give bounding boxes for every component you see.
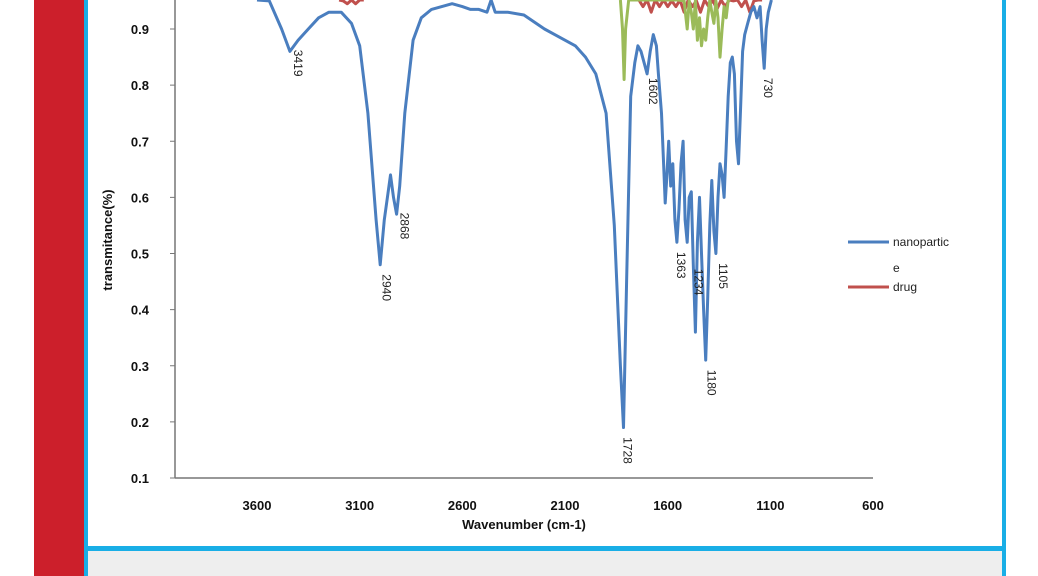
peak-label: 1180 [705, 370, 719, 396]
x-tick-labels: 3600 3100 2600 2100 1600 1100 600 [243, 498, 884, 513]
x-axis-title: Wavenumber (cm-1) [462, 517, 586, 532]
legend-label-nanoparticle-wrap: e [893, 261, 900, 275]
figure-caption-divider [84, 546, 1006, 551]
x-tick-label: 1600 [653, 498, 682, 513]
legend: nanopartic e drug [848, 235, 949, 294]
x-tick-label: 600 [862, 498, 884, 513]
y-axis-title: transmitance(%) [100, 189, 115, 290]
y-tick-label: 0.7 [131, 134, 149, 149]
left-margin [0, 0, 34, 576]
y-tick-label: 0.9 [131, 22, 149, 37]
peak-label: 3419 [291, 50, 305, 77]
x-tick-label: 3600 [243, 498, 272, 513]
peak-label: 1602 [646, 78, 660, 105]
red-side-bar [34, 0, 84, 576]
peak-label: 730 [761, 78, 775, 98]
peak-label: 1363 [674, 252, 688, 279]
x-tick-label: 2600 [448, 498, 477, 513]
series-line-drug [338, 0, 364, 6]
y-tick-label: 0.3 [131, 359, 149, 374]
x-tick-label: 2100 [551, 498, 580, 513]
x-tick-label: 1100 [756, 498, 784, 513]
y-tick-label: 0.5 [131, 247, 149, 262]
ftir-chart: 0.1 0.2 0.3 0.4 0.5 0.6 0.7 0.8 0.9 3600 3100 2600… [100, 0, 949, 532]
y-tick-label: 0.8 [131, 78, 149, 93]
y-tick-label: 0.4 [131, 303, 150, 318]
series-line-green [618, 0, 731, 81]
peak-label: 1234 [691, 269, 705, 296]
series-line-drug [637, 0, 763, 14]
legend-label-nanoparticle: nanopartic [893, 235, 949, 249]
peak-label: 2868 [398, 213, 412, 240]
chart-axes [174, 0, 873, 479]
y-tick-label: 0.2 [131, 415, 149, 430]
peak-label: 1728 [621, 437, 635, 464]
legend-label-drug: drug [893, 280, 917, 294]
y-tick-labels: 0.1 0.2 0.3 0.4 0.5 0.6 0.7 0.8 0.9 [131, 22, 175, 486]
peak-label: 2940 [379, 274, 393, 301]
figure-caption-area [88, 551, 1002, 576]
series-line-nanoparticle [256, 0, 773, 429]
series-layer [256, 0, 773, 429]
y-tick-label: 0.6 [131, 190, 149, 205]
x-tick-label: 3100 [345, 498, 374, 513]
y-tick-label: 0.1 [131, 471, 149, 486]
peak-label: 1105 [716, 263, 730, 289]
